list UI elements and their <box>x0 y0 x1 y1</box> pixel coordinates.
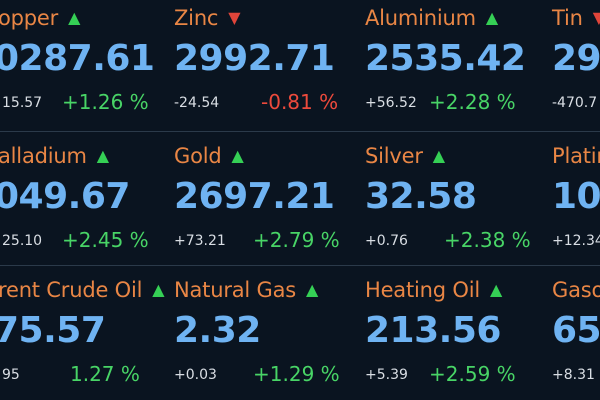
tile-palladium[interactable]: alladium ▲ 049.67 25.10 +2.45 % <box>0 138 190 266</box>
tile-tin[interactable]: Tin▼ 294 -470.7 <box>550 0 600 128</box>
tile-aluminium[interactable]: Aluminium ▲ 2535.42 +56.52 +2.28 % <box>363 0 553 128</box>
up-arrow-icon: ▲ <box>485 8 499 27</box>
up-arrow-icon: ▲ <box>152 280 165 299</box>
up-arrow-icon: ▲ <box>96 146 109 165</box>
change-value: +12.34 <box>552 233 600 249</box>
row-divider <box>0 265 600 266</box>
tile-brent-crude-oil[interactable]: rent Crude Oil ▲ 75.57 95 1.27 % <box>0 272 190 400</box>
tile-gasoline[interactable]: Gaso 657 +8.31 <box>550 272 600 400</box>
price-value: 2.32 <box>174 310 261 351</box>
change-percent: +2.79 % <box>253 228 340 252</box>
price-value: 2535.42 <box>365 38 526 79</box>
price-value: 0287.61 <box>0 38 155 79</box>
tile-platinum[interactable]: Platin 100 +12.34 <box>550 138 600 266</box>
change-value: +56.52 <box>365 95 417 111</box>
price-value: 213.56 <box>365 310 501 351</box>
tile-silver[interactable]: Silver ▲ 32.58 +0.76 +2.38 % <box>363 138 553 266</box>
change-value: +5.39 <box>365 367 408 383</box>
commodity-name: Gaso <box>552 278 600 302</box>
commodity-name: Natural Gas ▲ <box>174 278 319 302</box>
change-value: 25.10 <box>2 233 43 249</box>
up-arrow-icon: ▲ <box>231 146 244 165</box>
change-percent: +2.28 % <box>429 90 516 114</box>
change-value: 95 <box>2 367 20 383</box>
price-value: 75.57 <box>0 310 106 351</box>
tile-zinc[interactable]: Zinc ▼ 2992.71 -24.54 -0.81 % <box>172 0 362 128</box>
change-value: +8.31 <box>552 367 595 383</box>
commodity-name: Zinc ▼ <box>174 6 241 30</box>
price-value: 049.67 <box>0 176 130 217</box>
up-arrow-icon: ▲ <box>432 146 445 165</box>
commodity-name: Silver ▲ <box>365 144 445 168</box>
commodity-name: alladium ▲ <box>0 144 109 168</box>
down-arrow-icon: ▼ <box>592 8 600 27</box>
commodity-name: Platin <box>552 144 600 168</box>
price-value: 2992.71 <box>174 38 335 79</box>
up-arrow-icon: ▲ <box>306 280 319 299</box>
commodity-name: Heating Oil ▲ <box>365 278 503 302</box>
change-value: +0.03 <box>174 367 217 383</box>
price-value: 32.58 <box>365 176 477 217</box>
price-value: 294 <box>552 38 600 79</box>
change-percent: +2.38 % <box>444 228 531 252</box>
up-arrow-icon: ▲ <box>68 8 81 27</box>
change-value: 15.57 <box>2 95 43 111</box>
change-value: +73.21 <box>174 233 226 249</box>
commodity-name: Aluminium ▲ <box>365 6 499 30</box>
price-value: 657 <box>552 310 600 351</box>
change-value: -470.7 <box>552 95 598 111</box>
price-value: 2697.21 <box>174 176 335 217</box>
change-percent: +2.45 % <box>62 228 149 252</box>
change-percent: -0.81 % <box>261 90 339 114</box>
tile-copper[interactable]: opper ▲ 0287.61 15.57 +1.26 % <box>0 0 190 128</box>
change-percent: +1.29 % <box>253 362 340 386</box>
row-divider <box>0 131 600 132</box>
commodity-name: opper ▲ <box>0 6 81 30</box>
change-percent: 1.27 % <box>70 362 140 386</box>
commodity-name: rent Crude Oil ▲ <box>0 278 165 302</box>
commodity-name: Tin ▼ <box>552 6 600 30</box>
change-value: -24.54 <box>174 95 220 111</box>
down-arrow-icon: ▼ <box>228 8 241 27</box>
tile-gold[interactable]: Gold ▲ 2697.21 +73.21 +2.79 % <box>172 138 362 266</box>
change-value: +0.76 <box>365 233 408 249</box>
tile-heating-oil[interactable]: Heating Oil ▲ 213.56 +5.39 +2.59 % <box>363 272 553 400</box>
price-value: 100 <box>552 176 600 217</box>
change-percent: +2.59 % <box>429 362 516 386</box>
change-percent: +1.26 % <box>62 90 149 114</box>
up-arrow-icon: ▲ <box>489 280 503 299</box>
tile-natural-gas[interactable]: Natural Gas ▲ 2.32 +0.03 +1.29 % <box>172 272 362 400</box>
commodity-name: Gold ▲ <box>174 144 244 168</box>
